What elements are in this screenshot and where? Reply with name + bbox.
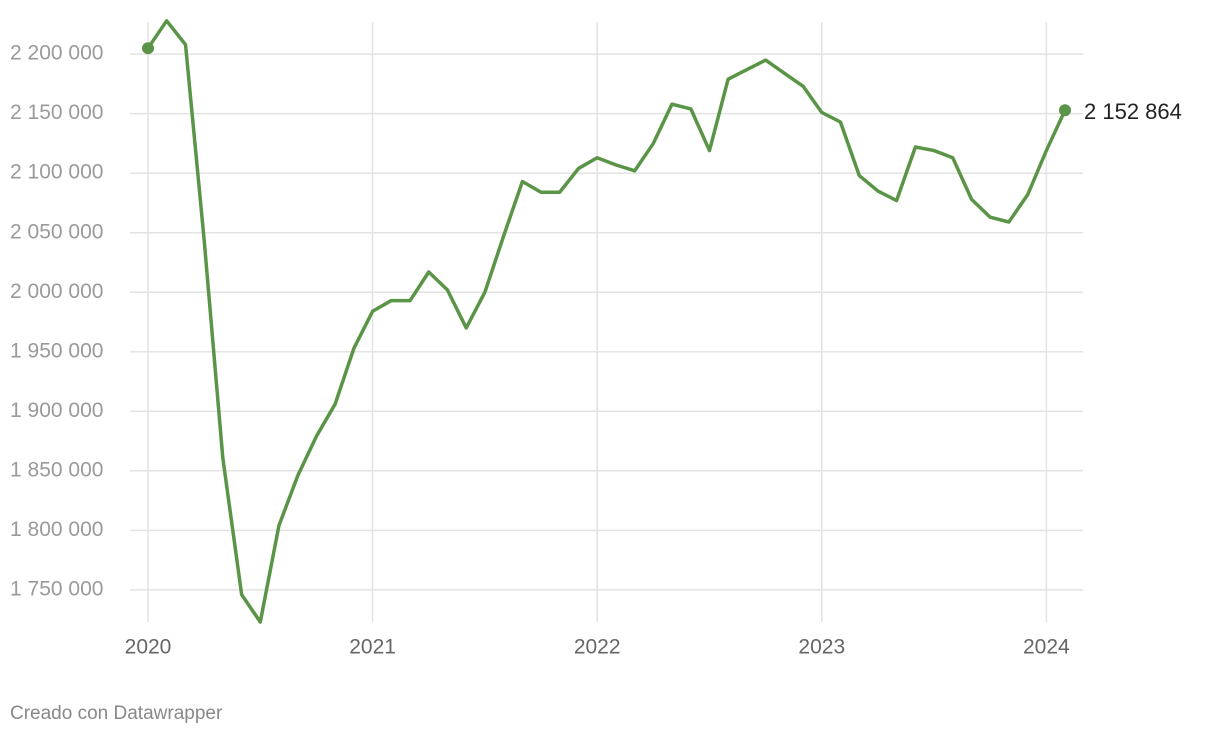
value-label: 2 152 864 xyxy=(1084,99,1182,124)
x-tick-label: 2023 xyxy=(798,636,845,659)
footer: Creado con Datawrapper xyxy=(10,703,223,724)
y-tick-label: 1 800 000 xyxy=(10,518,103,541)
y-tick-label: 2 150 000 xyxy=(10,101,103,124)
x-tick-label: 2024 xyxy=(1023,636,1070,659)
x-tick-label: 2021 xyxy=(349,636,396,659)
x-tick-label: 2020 xyxy=(125,636,172,659)
y-tick-label: 1 750 000 xyxy=(10,577,103,600)
x-tick-label: 2022 xyxy=(574,636,621,659)
line xyxy=(146,19,1067,624)
end-marker xyxy=(142,42,154,55)
y-tick-label: 2 050 000 xyxy=(10,220,103,243)
y-tick-label: 2 000 000 xyxy=(10,280,103,303)
y-tick-label: 2 100 000 xyxy=(10,161,103,184)
y-tick-label: 2 200 000 xyxy=(10,42,103,65)
end-marker xyxy=(1059,104,1071,117)
y-tick-label: 1 850 000 xyxy=(10,458,103,481)
y-tick-label: 1 950 000 xyxy=(10,339,103,362)
y-tick-label: 1 900 000 xyxy=(10,399,103,422)
